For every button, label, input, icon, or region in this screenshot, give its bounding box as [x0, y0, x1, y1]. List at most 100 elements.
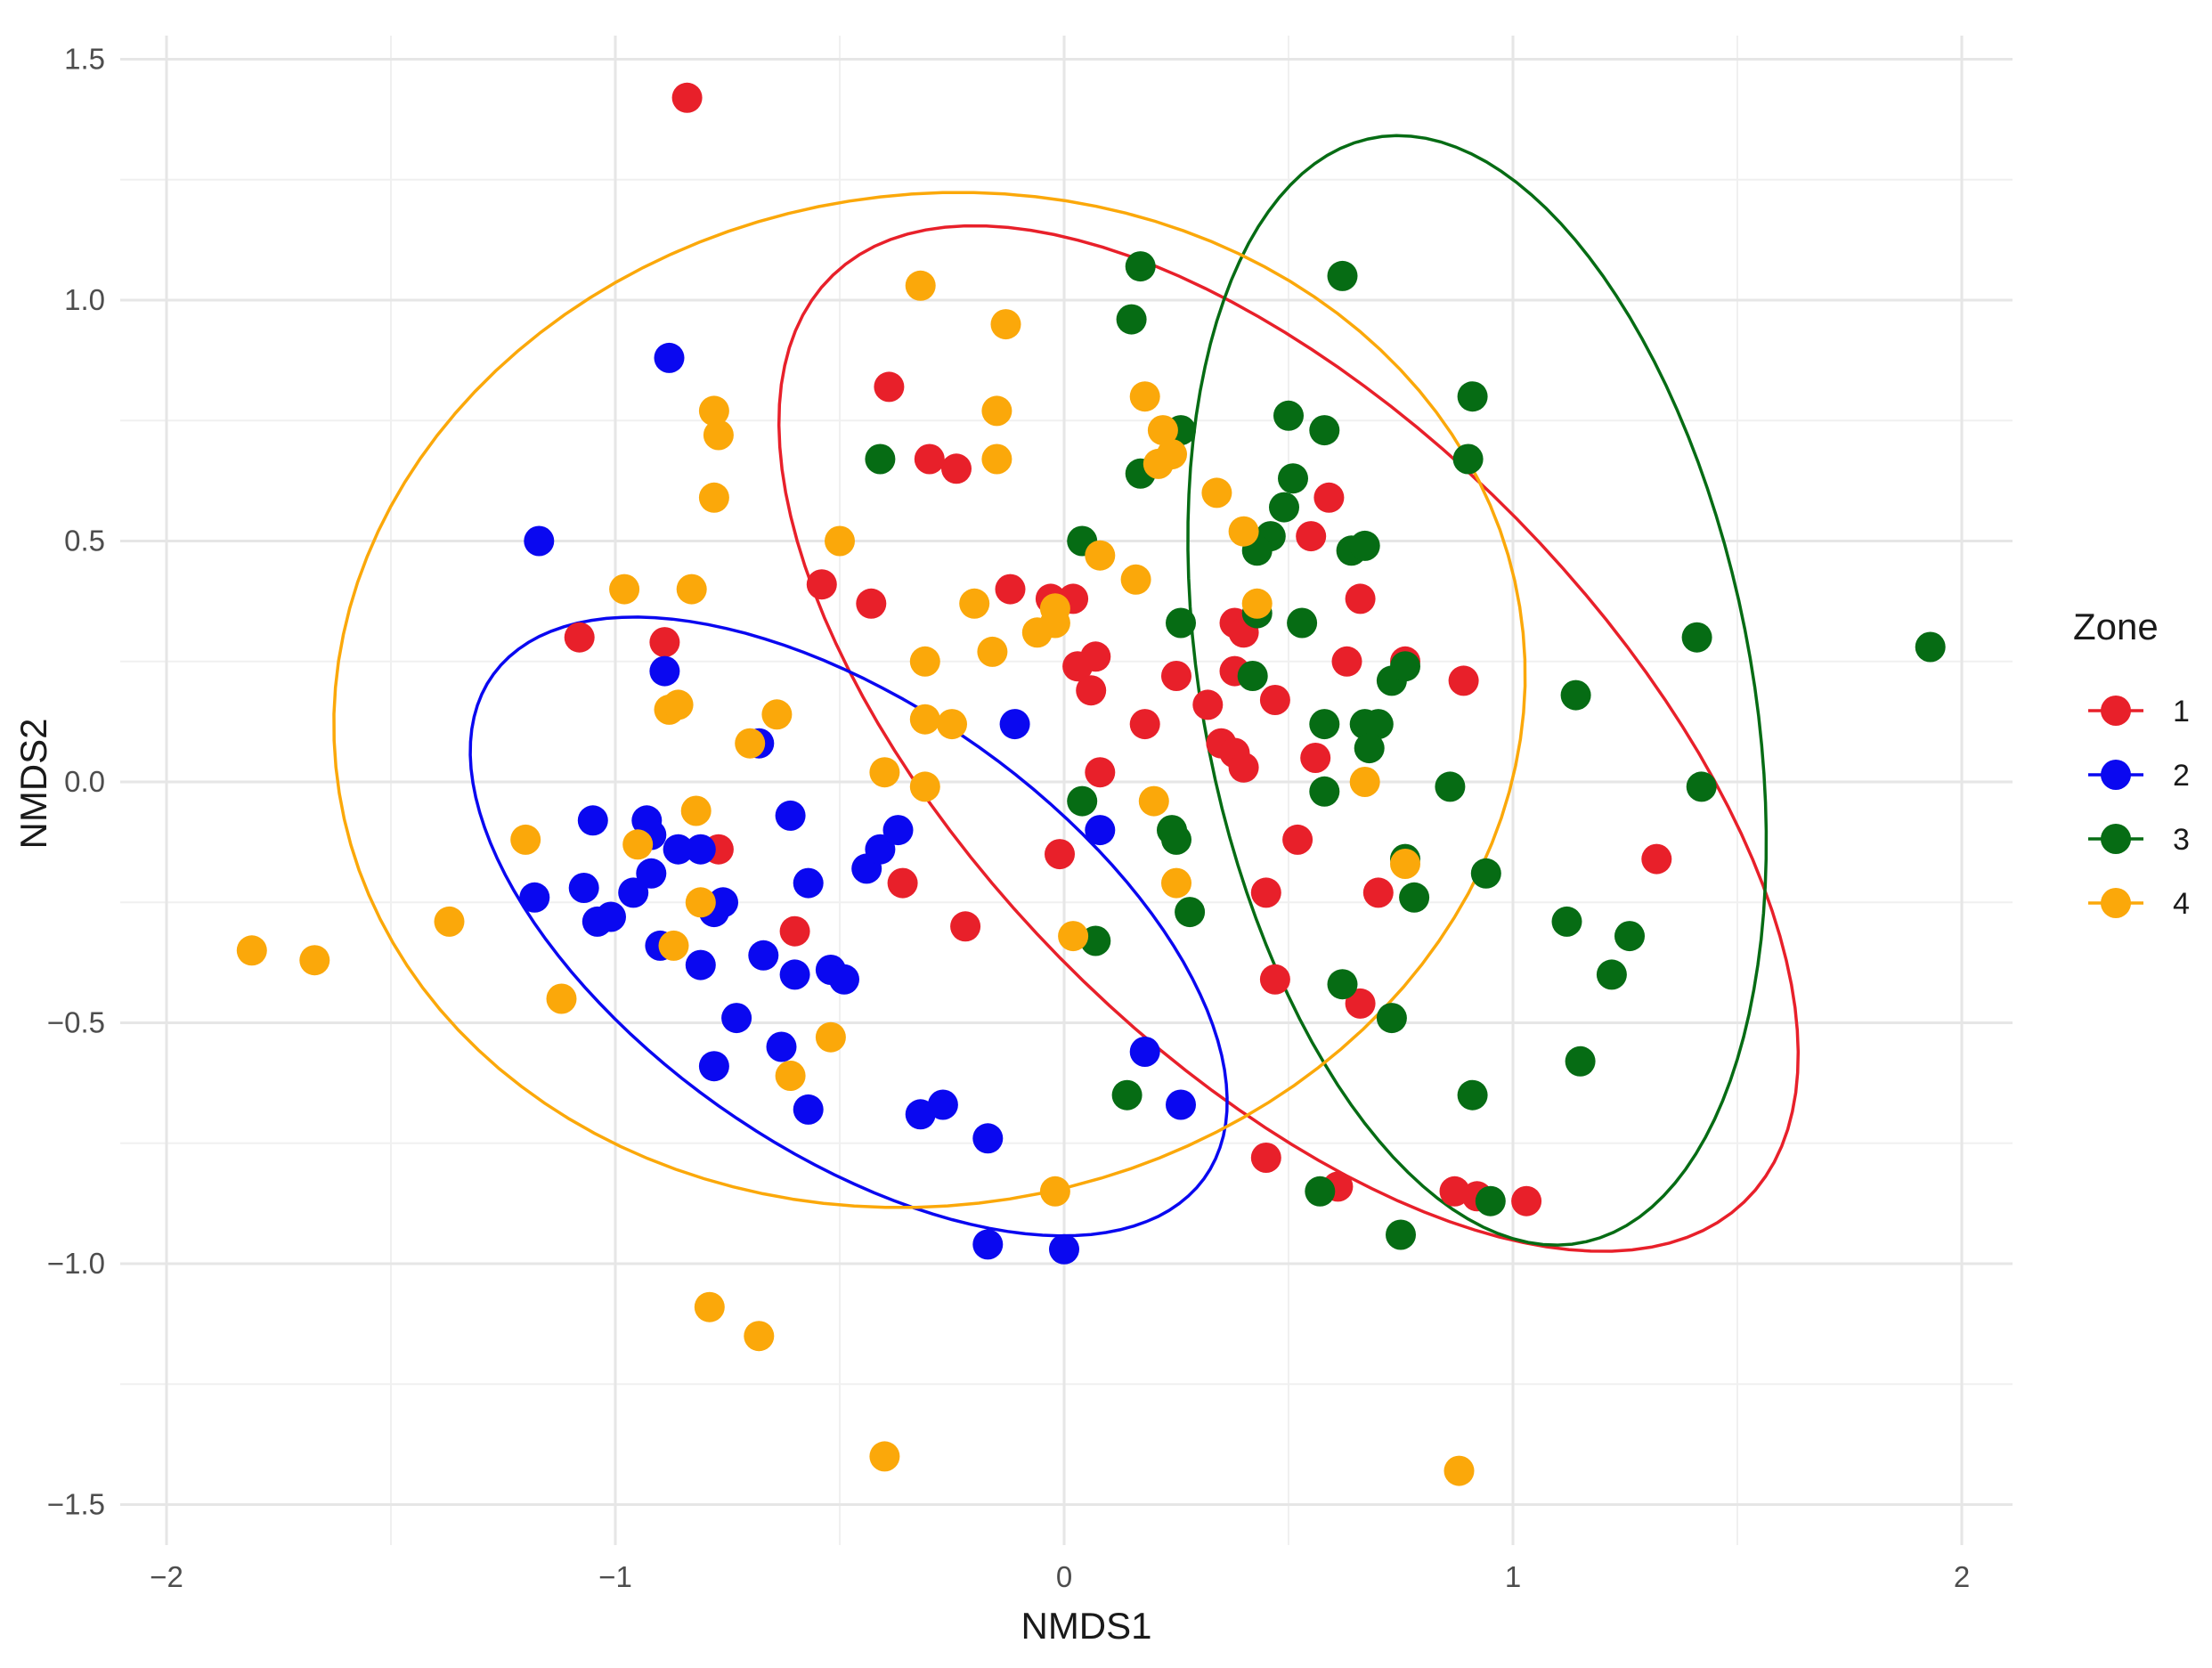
- point-zone-2: [766, 1031, 797, 1062]
- point-zone-3: [1237, 661, 1268, 691]
- point-zone-3: [1309, 709, 1340, 740]
- point-zone-2: [882, 815, 914, 846]
- point-zone-3: [1327, 260, 1358, 291]
- point-zone-4: [1201, 477, 1232, 509]
- point-zone-4: [909, 704, 940, 735]
- point-zone-1: [1448, 665, 1479, 696]
- point-zone-1: [914, 443, 945, 475]
- point-zone-4: [546, 983, 577, 1014]
- point-zone-4: [1129, 381, 1160, 412]
- point-zone-4: [434, 906, 465, 937]
- legend-label-3: 3: [2173, 823, 2190, 857]
- point-zone-3: [1390, 651, 1420, 682]
- point-zone-2: [793, 1094, 824, 1125]
- point-zone-4: [510, 824, 541, 855]
- point-zone-3: [1560, 679, 1591, 711]
- point-zone-4: [775, 1061, 806, 1091]
- point-zone-2: [654, 342, 685, 373]
- point-zone-4: [869, 1441, 900, 1472]
- confidence-ellipses: [332, 134, 1801, 1253]
- point-zone-4: [680, 795, 712, 826]
- point-zone-3: [865, 443, 896, 475]
- point-zone-1: [1362, 877, 1394, 908]
- y-tick-label: 1.5: [64, 43, 105, 76]
- point-zone-2: [568, 873, 599, 903]
- y-tick-label: −1.0: [47, 1247, 105, 1280]
- point-zone-2: [779, 959, 810, 990]
- point-zone-3: [1399, 882, 1430, 913]
- point-zone-3: [1309, 415, 1340, 446]
- point-zone-1: [1641, 843, 1672, 875]
- point-zone-4: [735, 728, 766, 759]
- legend-key-point-3: [2101, 824, 2131, 854]
- point-zone-1: [1085, 757, 1116, 788]
- point-zone-3: [1551, 906, 1582, 937]
- point-zone-2: [636, 858, 667, 889]
- point-zone-2: [1166, 1089, 1196, 1120]
- point-zone-2: [577, 805, 608, 836]
- point-zone-4: [937, 709, 967, 740]
- point-zone-4: [1138, 785, 1169, 817]
- x-tick-label: −1: [598, 1560, 632, 1593]
- point-zone-2: [685, 834, 716, 865]
- point-zone-2: [865, 834, 896, 865]
- point-zone-1: [1331, 646, 1362, 677]
- point-zone-3: [1475, 1185, 1506, 1216]
- point-zone-4: [622, 829, 654, 860]
- point-zone-4: [744, 1321, 775, 1352]
- point-zone-3: [1457, 381, 1488, 412]
- point-zone-2: [663, 834, 694, 865]
- point-zone-2: [519, 882, 550, 913]
- point-zone-3: [1278, 463, 1308, 494]
- point-zone-1: [1345, 583, 1376, 614]
- point-zone-1: [874, 371, 905, 403]
- point-zone-1: [1313, 482, 1345, 513]
- y-tick-label: −0.5: [47, 1006, 105, 1039]
- point-zone-3: [1470, 858, 1501, 889]
- point-zone-4: [1143, 448, 1174, 479]
- legend-items: 1 2 3 4: [2088, 695, 2190, 921]
- point-zone-4: [909, 771, 940, 802]
- point-zone-3: [1166, 607, 1196, 639]
- point-zone-3: [1614, 921, 1645, 952]
- point-zone-3: [1175, 897, 1206, 928]
- data-points: [236, 82, 1946, 1486]
- point-zone-3: [1681, 622, 1712, 653]
- point-zone-1: [806, 569, 837, 600]
- legend-label-4: 4: [2173, 887, 2190, 921]
- point-zone-4: [981, 395, 1012, 427]
- x-tick-label: −2: [150, 1560, 183, 1593]
- point-zone-2: [793, 867, 824, 899]
- point-zone-4: [685, 887, 716, 918]
- point-zone-4: [698, 395, 729, 427]
- legend-key-point-1: [2101, 696, 2131, 726]
- point-zone-4: [1443, 1455, 1475, 1486]
- point-zone-3: [1111, 1079, 1143, 1111]
- point-zone-4: [905, 270, 936, 301]
- ellipse-zone-2: [468, 615, 1229, 1238]
- point-zone-2: [972, 1229, 1004, 1260]
- point-zone-3: [1273, 400, 1304, 431]
- point-zone-1: [1300, 743, 1331, 773]
- point-zone-3: [1386, 1219, 1416, 1250]
- point-zone-4: [236, 935, 267, 966]
- y-axis-title: NMDS2: [12, 718, 54, 849]
- point-zone-4: [663, 689, 694, 720]
- point-zone-1: [779, 915, 810, 947]
- point-zone-2: [685, 949, 716, 980]
- y-axis-ticks: −1.5 −1.0 −0.5 0.0 0.5 1.0 1.5: [47, 43, 105, 1521]
- point-zone-4: [959, 588, 990, 619]
- point-zone-3: [1596, 959, 1627, 990]
- point-zone-4: [990, 309, 1021, 340]
- point-zone-3: [1452, 443, 1484, 475]
- x-tick-label: 1: [1505, 1560, 1521, 1593]
- point-zone-1: [995, 574, 1026, 605]
- point-zone-1: [1511, 1185, 1542, 1216]
- point-zone-2: [972, 1123, 1004, 1154]
- point-zone-3: [1349, 530, 1380, 561]
- y-tick-label: 0.0: [64, 765, 105, 798]
- point-zone-1: [1250, 877, 1281, 908]
- point-zone-2: [927, 1089, 958, 1120]
- point-zone-2: [708, 887, 738, 918]
- legend-key-point-4: [2101, 888, 2131, 918]
